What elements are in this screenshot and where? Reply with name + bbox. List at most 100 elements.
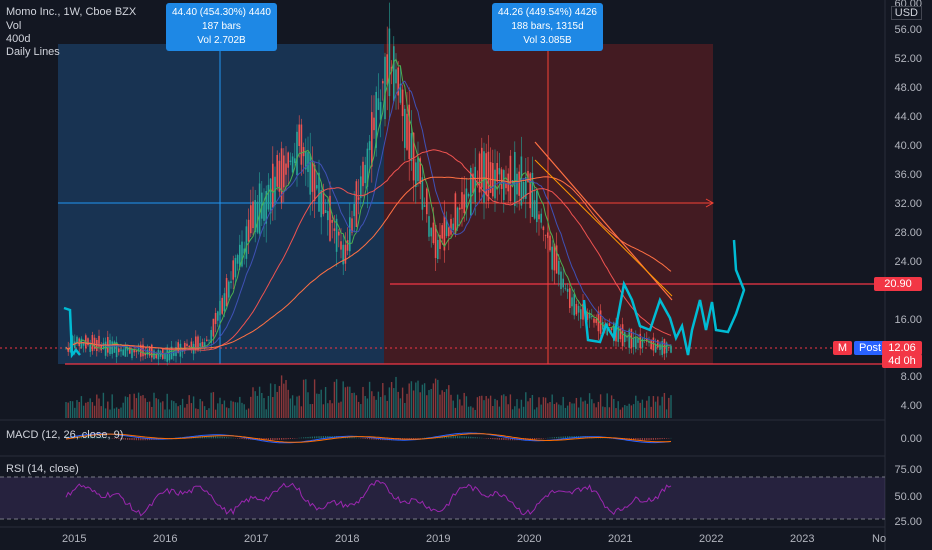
candle-body [104, 341, 107, 356]
macd-histogram-bar [230, 437, 232, 439]
candle-body [654, 344, 657, 353]
volume-bar [212, 392, 215, 418]
candle-body [472, 173, 474, 193]
volume-bar [247, 408, 250, 418]
volume-bar [342, 381, 344, 418]
macd-histogram-bar [531, 438, 533, 440]
candle-body [551, 246, 553, 270]
volume-bar [181, 398, 184, 418]
volume-bar [459, 399, 461, 418]
candle-body [294, 158, 296, 164]
symbol-title: Momo Inc., 1W, Cboe BZX [6, 6, 137, 18]
candle-body [463, 194, 465, 214]
macd-histogram-bar [371, 438, 373, 440]
candle-body [230, 281, 232, 284]
macd-histogram-bar [529, 438, 531, 440]
macd-histogram-bar [498, 438, 500, 440]
macd-histogram-bar [138, 438, 140, 441]
candle-body [507, 173, 509, 192]
macd-histogram-bar [65, 436, 67, 439]
volume-bar [258, 386, 261, 418]
volume-bar [654, 401, 657, 418]
macd-histogram-bar [494, 438, 496, 440]
macd-histogram-bar [243, 438, 245, 440]
volume-bar [190, 403, 193, 418]
volume-bar [157, 399, 160, 418]
volume-bar [487, 398, 490, 418]
macd-histogram-bar [100, 437, 102, 439]
candle-body [395, 69, 397, 84]
macd-histogram-bar [349, 437, 351, 439]
volume-bar [448, 385, 450, 418]
volume-bar [646, 400, 648, 418]
macd-histogram-bar [305, 437, 307, 439]
candle-body [93, 337, 96, 349]
volume-bar [225, 407, 228, 418]
candle-body [98, 335, 100, 347]
macd-histogram-bar [144, 438, 146, 441]
candle-body [208, 339, 210, 341]
candle-body [362, 161, 364, 187]
volume-bar [298, 395, 300, 418]
candle-body [553, 243, 556, 271]
macd-histogram-bar [549, 437, 551, 439]
candle-body [87, 338, 89, 346]
candle-body [670, 345, 672, 353]
macd-histogram-bar [487, 438, 489, 439]
volume-bar [146, 402, 149, 418]
volume-bar [558, 404, 560, 418]
candle-body [386, 54, 388, 85]
candle-body [278, 160, 281, 192]
ma-mid-line [65, 80, 672, 355]
macd-histogram-bar [571, 436, 573, 439]
volume-bar [265, 409, 267, 418]
candle-body [272, 163, 274, 208]
macd-histogram-bar [639, 438, 641, 441]
candle-body [393, 46, 395, 102]
volume-bar [188, 395, 190, 418]
macd-histogram-bar [646, 438, 648, 441]
candle-body [379, 102, 382, 120]
volume-bar [201, 401, 204, 418]
volume-bar [353, 392, 355, 418]
currency-button[interactable]: USD [890, 6, 922, 20]
candle-body [217, 311, 219, 321]
candle-body [562, 278, 564, 288]
candle-body [566, 288, 569, 292]
volume-bar [626, 405, 628, 418]
macd-histogram-bar [369, 438, 371, 440]
candle-body [531, 172, 534, 217]
candle-body [406, 113, 408, 150]
candle-body [349, 217, 351, 252]
candle-body [371, 112, 373, 167]
macd-histogram-bar [98, 436, 100, 439]
candle-body [232, 260, 234, 280]
volume-bar [485, 396, 487, 418]
volume-bar [133, 393, 135, 418]
macd-histogram-bar [208, 436, 210, 439]
candle-body [221, 297, 223, 314]
volume-bar [430, 388, 432, 418]
macd-axis-zero: 0.00 [900, 433, 922, 445]
candle-body [641, 338, 644, 348]
candle-body [234, 258, 237, 278]
macd-histogram-bar [452, 436, 454, 439]
candle-body [474, 166, 476, 203]
time-tick: 2019 [426, 533, 451, 545]
volume-bar [366, 398, 369, 418]
volume-bar [331, 403, 333, 418]
candle-body [241, 241, 243, 267]
candle-body [496, 163, 498, 182]
volume-bar [87, 401, 89, 418]
macd-histogram-bar [366, 438, 368, 440]
candle-body [223, 293, 226, 312]
candle-body [300, 124, 303, 165]
volume-bar [599, 394, 602, 418]
volume-bar [241, 402, 243, 418]
volume-bar [210, 392, 212, 418]
candle-body [324, 210, 327, 213]
candle-body [659, 343, 661, 350]
volume-bar [628, 403, 630, 418]
macd-histogram-bar [540, 438, 542, 439]
